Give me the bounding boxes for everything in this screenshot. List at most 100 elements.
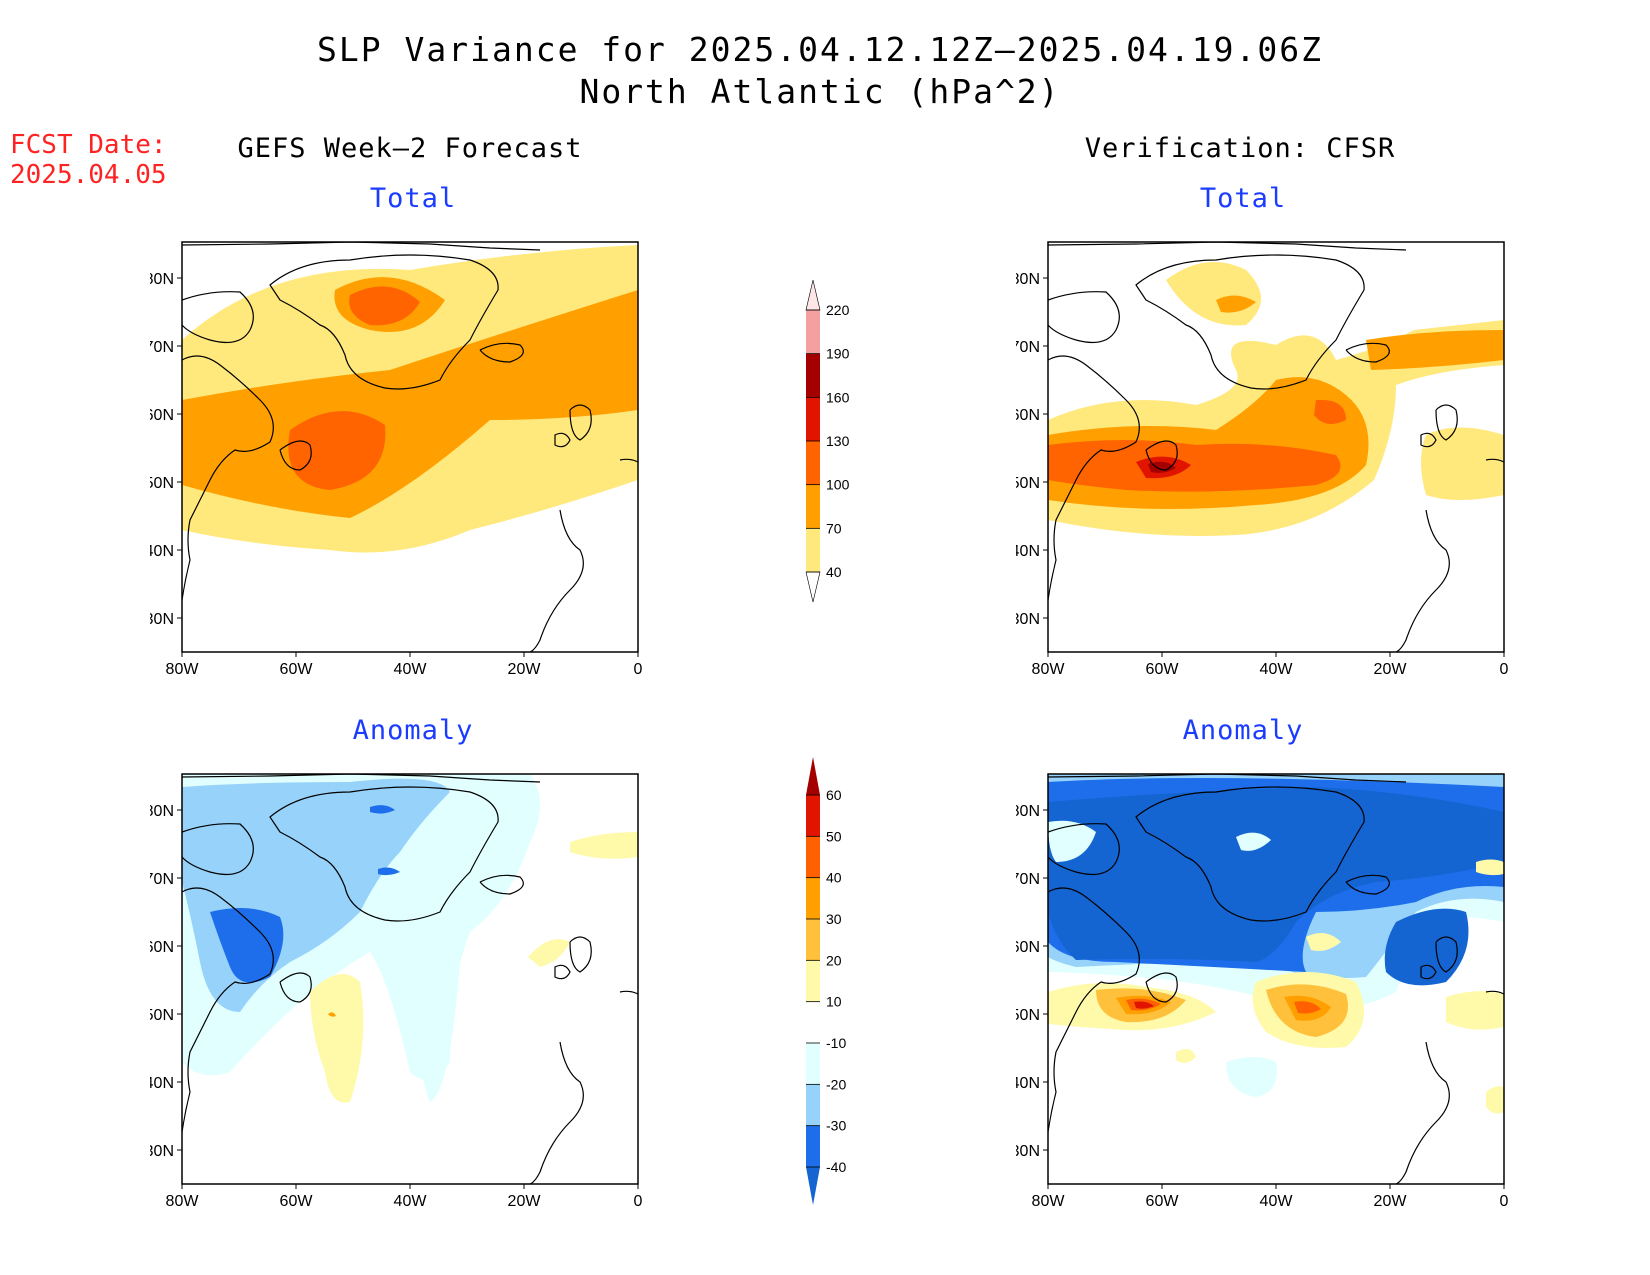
- lon-tick-label: 40W: [394, 661, 428, 678]
- contour-region: [1176, 1048, 1196, 1063]
- coastline: [1135, 786, 1365, 922]
- coastline: [529, 509, 584, 652]
- lat-tick-label: 80N: [1016, 271, 1040, 288]
- left-column-title: GEFS Week–2 Forecast: [237, 133, 583, 164]
- contour-region: [1486, 1086, 1504, 1114]
- contour-region: [1366, 330, 1504, 370]
- lat-tick-label: 50N: [1016, 1007, 1040, 1024]
- colorbar-box: [806, 836, 820, 878]
- lat-tick-label: 40N: [150, 1075, 174, 1092]
- coastline: [1145, 440, 1178, 471]
- colorbar-box: [806, 960, 820, 1002]
- coastline: [479, 874, 524, 895]
- colorbar-label: 100: [826, 477, 850, 493]
- coastline: [1435, 936, 1458, 973]
- lon-tick-label: 40W: [394, 1193, 428, 1210]
- contour-region: [1148, 461, 1176, 473]
- coastline: [279, 972, 312, 1003]
- contour-region: [1216, 295, 1256, 313]
- colorbar-label: 60: [826, 787, 842, 803]
- contour-region: [1048, 440, 1341, 492]
- colorbar-label: 20: [826, 952, 842, 968]
- lon-tick-label: 0: [634, 1193, 643, 1210]
- lat-tick-label: 30N: [150, 611, 174, 628]
- coastline: [529, 1041, 584, 1184]
- colorbar-box: [806, 484, 820, 529]
- coastline: [1048, 823, 1120, 875]
- coastline: [269, 254, 499, 390]
- contour-region: [1314, 399, 1346, 424]
- colorbar-box: [806, 1001, 820, 1043]
- lat-tick-label: 50N: [150, 1007, 174, 1024]
- colorbar-box: [806, 528, 820, 572]
- lat-tick-label: 60N: [150, 939, 174, 956]
- contour-fills: [182, 774, 638, 1184]
- coastline: [1048, 242, 1407, 251]
- contour-region: [1226, 1057, 1277, 1097]
- lat-tick-label: 50N: [150, 475, 174, 492]
- lon-tick-label: 80W: [166, 1193, 200, 1210]
- lon-tick-label: 40W: [1260, 661, 1294, 678]
- coastline: [1485, 458, 1504, 463]
- colorbar-top-arrow: [806, 757, 820, 795]
- colorbar-label: -20: [826, 1076, 846, 1092]
- coastline: [279, 440, 312, 471]
- colorbar-box: [806, 353, 820, 398]
- coastline: [1048, 887, 1140, 1133]
- coastline: [1420, 964, 1437, 980]
- coastline: [1135, 254, 1365, 390]
- colorbar-label: 40: [826, 870, 842, 886]
- fcst-date-value: 2025.04.05: [10, 160, 167, 190]
- coastline: [1435, 404, 1458, 441]
- map-forecast-total: 80N 70N 60N 50N 40N 30N 80W 60W 40W 20W 0: [150, 241, 643, 678]
- contour-region: [528, 939, 570, 967]
- lat-tick-label: 80N: [150, 803, 174, 820]
- contour-region: [1306, 933, 1341, 951]
- coastline: [182, 291, 254, 343]
- lon-tick-label: 60W: [280, 661, 314, 678]
- lat-tick-label: 40N: [1016, 543, 1040, 560]
- colorbar-box: [806, 877, 820, 919]
- lon-tick-label: 20W: [508, 1193, 542, 1210]
- colorbar-label: -10: [826, 1035, 846, 1051]
- coastlines: [1048, 242, 1504, 652]
- contour-region: [1384, 908, 1469, 986]
- colorbar-label: -40: [826, 1159, 846, 1175]
- contour-region: [378, 867, 400, 876]
- colorbar-label: 190: [826, 346, 850, 362]
- map-verification-anomaly: 80N 70N 60N 50N 40N 30N 80W 60W 40W 20W 0: [1016, 773, 1509, 1210]
- lon-tick-label: 80W: [1032, 661, 1066, 678]
- coastline: [1485, 990, 1504, 995]
- panel-title-verification-anomaly: Anomaly: [1182, 715, 1304, 746]
- lon-tick-label: 20W: [508, 661, 542, 678]
- coastline: [182, 774, 541, 783]
- coastline: [1395, 1041, 1450, 1184]
- contour-region: [1048, 820, 1096, 862]
- lon-tick-label: 40W: [1260, 1193, 1294, 1210]
- colorbar-label: 130: [826, 433, 850, 449]
- colorbar-box: [806, 1043, 820, 1085]
- coastline: [569, 404, 592, 441]
- panel-title-forecast-total: Total: [369, 183, 457, 214]
- figure-title-line1: SLP Variance for 2025.04.12.12Z–2025.04.…: [317, 30, 1323, 69]
- contour-region: [417, 930, 460, 1102]
- colorbar-label: 10: [826, 994, 842, 1010]
- contour-fills: [1048, 242, 1504, 652]
- colorbar-label: 50: [826, 828, 842, 844]
- map-forecast-anomaly: 80N 70N 60N 50N 40N 30N 80W 60W 40W 20W 0: [150, 773, 643, 1210]
- coastline: [182, 887, 274, 1133]
- colorbar-box: [806, 919, 820, 961]
- coastline: [1048, 774, 1407, 783]
- coastline: [1048, 291, 1120, 343]
- contour-region: [1236, 832, 1271, 851]
- lon-tick-label: 20W: [1374, 1193, 1408, 1210]
- lon-tick-label: 60W: [1146, 661, 1180, 678]
- colorbar-box: [806, 310, 820, 354]
- lat-tick-label: 60N: [1016, 407, 1040, 424]
- colorbar-label: 30: [826, 911, 842, 927]
- coastlines: [1048, 774, 1504, 1184]
- colorbar-label: 70: [826, 520, 842, 536]
- lat-tick-label: 40N: [1016, 1075, 1040, 1092]
- contour-region: [1446, 991, 1504, 1030]
- panel-title-verification-total: Total: [1199, 183, 1287, 214]
